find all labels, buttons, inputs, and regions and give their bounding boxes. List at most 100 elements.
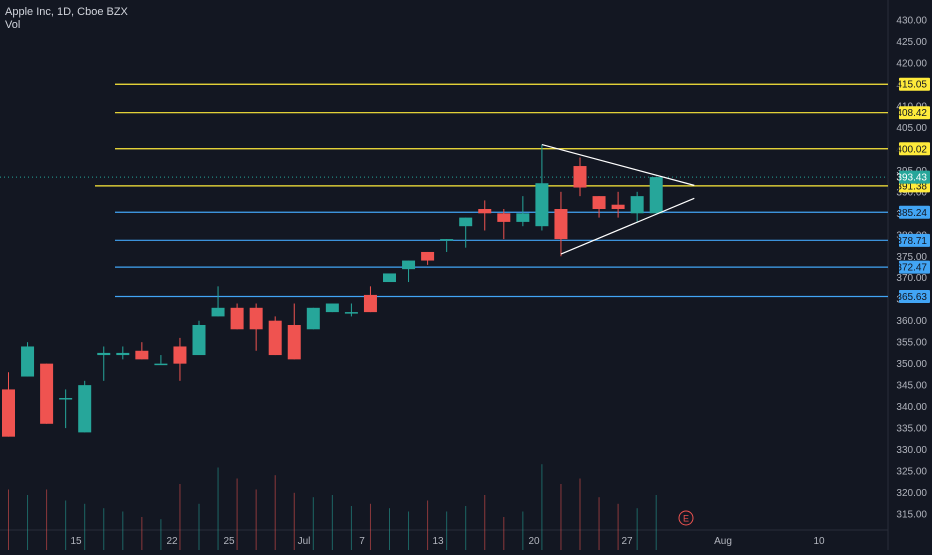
time-tick-label: 22 [166,536,178,547]
price-tick-label: 405.00 [896,123,927,134]
price-tick-label: 355.00 [896,338,927,349]
volume-bar [389,508,390,550]
candle-body [363,294,377,313]
price-tick-label: 420.00 [896,58,927,69]
candle-body [211,307,225,317]
volume-bar [141,517,143,550]
volume-bar [522,511,524,550]
time-tick-label: 10 [813,536,825,547]
price-tick-label: 315.00 [896,510,927,521]
earnings-marker-icon [678,510,694,526]
triangle-lower-line [560,197,695,255]
volume-bar [579,478,581,550]
price-tick-label: 335.00 [896,424,927,435]
time-tick-label: Aug [714,536,732,547]
candle-body [230,307,244,330]
price-tick-label: 390.00 [896,187,927,198]
volume-bar [103,508,105,550]
volume-bar [598,497,600,550]
volume-bar [617,503,619,550]
volume-bar [560,484,562,550]
last-price-label: 393.43 [896,173,927,184]
level-price-badge [899,233,930,247]
candle-body [97,352,111,356]
price-tick-label: 360.00 [896,316,927,327]
candle-body [554,209,568,240]
volume-bar [8,489,9,550]
earnings-marker-label: E [683,514,689,524]
price-tick-label: 345.00 [896,381,927,392]
time-tick-label: Jul [298,536,311,547]
price-tick-label: 330.00 [896,445,927,456]
level-price-label: 372.47 [896,263,927,274]
volume-bar [408,511,410,550]
level-price-label: 400.02 [896,144,927,155]
candle-body [59,398,73,400]
price-tick-label: 430.00 [896,16,927,27]
candle-body [344,312,358,314]
volume-bar [503,517,505,550]
candle-body [116,352,130,356]
triangle-upper-line [541,143,695,186]
candle-body [173,346,187,364]
price-tick-label: 340.00 [896,402,927,413]
volume-bar [465,506,467,550]
candle-body [135,350,149,360]
time-tick-label: 15 [70,536,82,547]
candle-body [154,363,168,366]
candle-body [40,363,54,424]
level-price-label: 415.05 [896,80,927,91]
volume-bar [331,495,333,550]
volume-bar [446,511,448,550]
volume-bar [160,519,162,550]
candle-body [497,213,511,222]
candle-body [402,260,416,270]
candle-body [573,166,587,188]
candle-body [192,324,206,356]
candle-body [649,177,663,214]
candle-body [249,307,263,330]
price-tick-label: 375.00 [896,252,927,263]
candle-body [287,324,301,360]
price-tick-label: 350.00 [896,359,927,370]
candle-body [268,320,282,356]
chart-legend: Apple Inc, 1D, Cboe BZX Vol [5,6,128,32]
volume-bar [274,475,276,550]
volume-bar [293,492,295,550]
candle-body [535,183,549,227]
candle-body [306,307,320,330]
volume-bar [350,506,352,550]
candle-body [421,251,435,261]
volume-bar [655,495,657,550]
price-tick-label: 370.00 [896,273,927,284]
volume-bar [217,467,219,550]
level-price-label: 378.71 [896,236,927,247]
time-tick-label: 27 [621,536,633,547]
volume-bar [27,495,29,550]
level-price-label: 391.38 [896,181,927,192]
level-price-label: 385.24 [896,208,927,219]
volume-bar [312,497,314,550]
volume-bar [179,484,181,550]
candle-body [2,389,15,437]
volume-bar [198,503,200,550]
level-price-badge [899,142,930,156]
volume-bar [636,508,638,550]
candle-body [440,239,454,241]
price-tick-label: 425.00 [896,37,927,48]
last-price-badge [899,170,930,184]
time-tick-label: 13 [432,536,444,547]
volume-bar [541,464,543,550]
time-tick-label: 25 [223,536,235,547]
candle-body [611,204,625,210]
symbol-title: Apple Inc, 1D, Cboe BZX [5,6,128,18]
volume-indicator-label: Vol [5,19,21,31]
time-tick-label: 7 [359,536,365,547]
candle-body [516,213,530,222]
level-price-badge [899,106,930,120]
candle-body [325,303,339,313]
price-tick-label: 320.00 [896,488,927,499]
candle-body [630,196,644,214]
